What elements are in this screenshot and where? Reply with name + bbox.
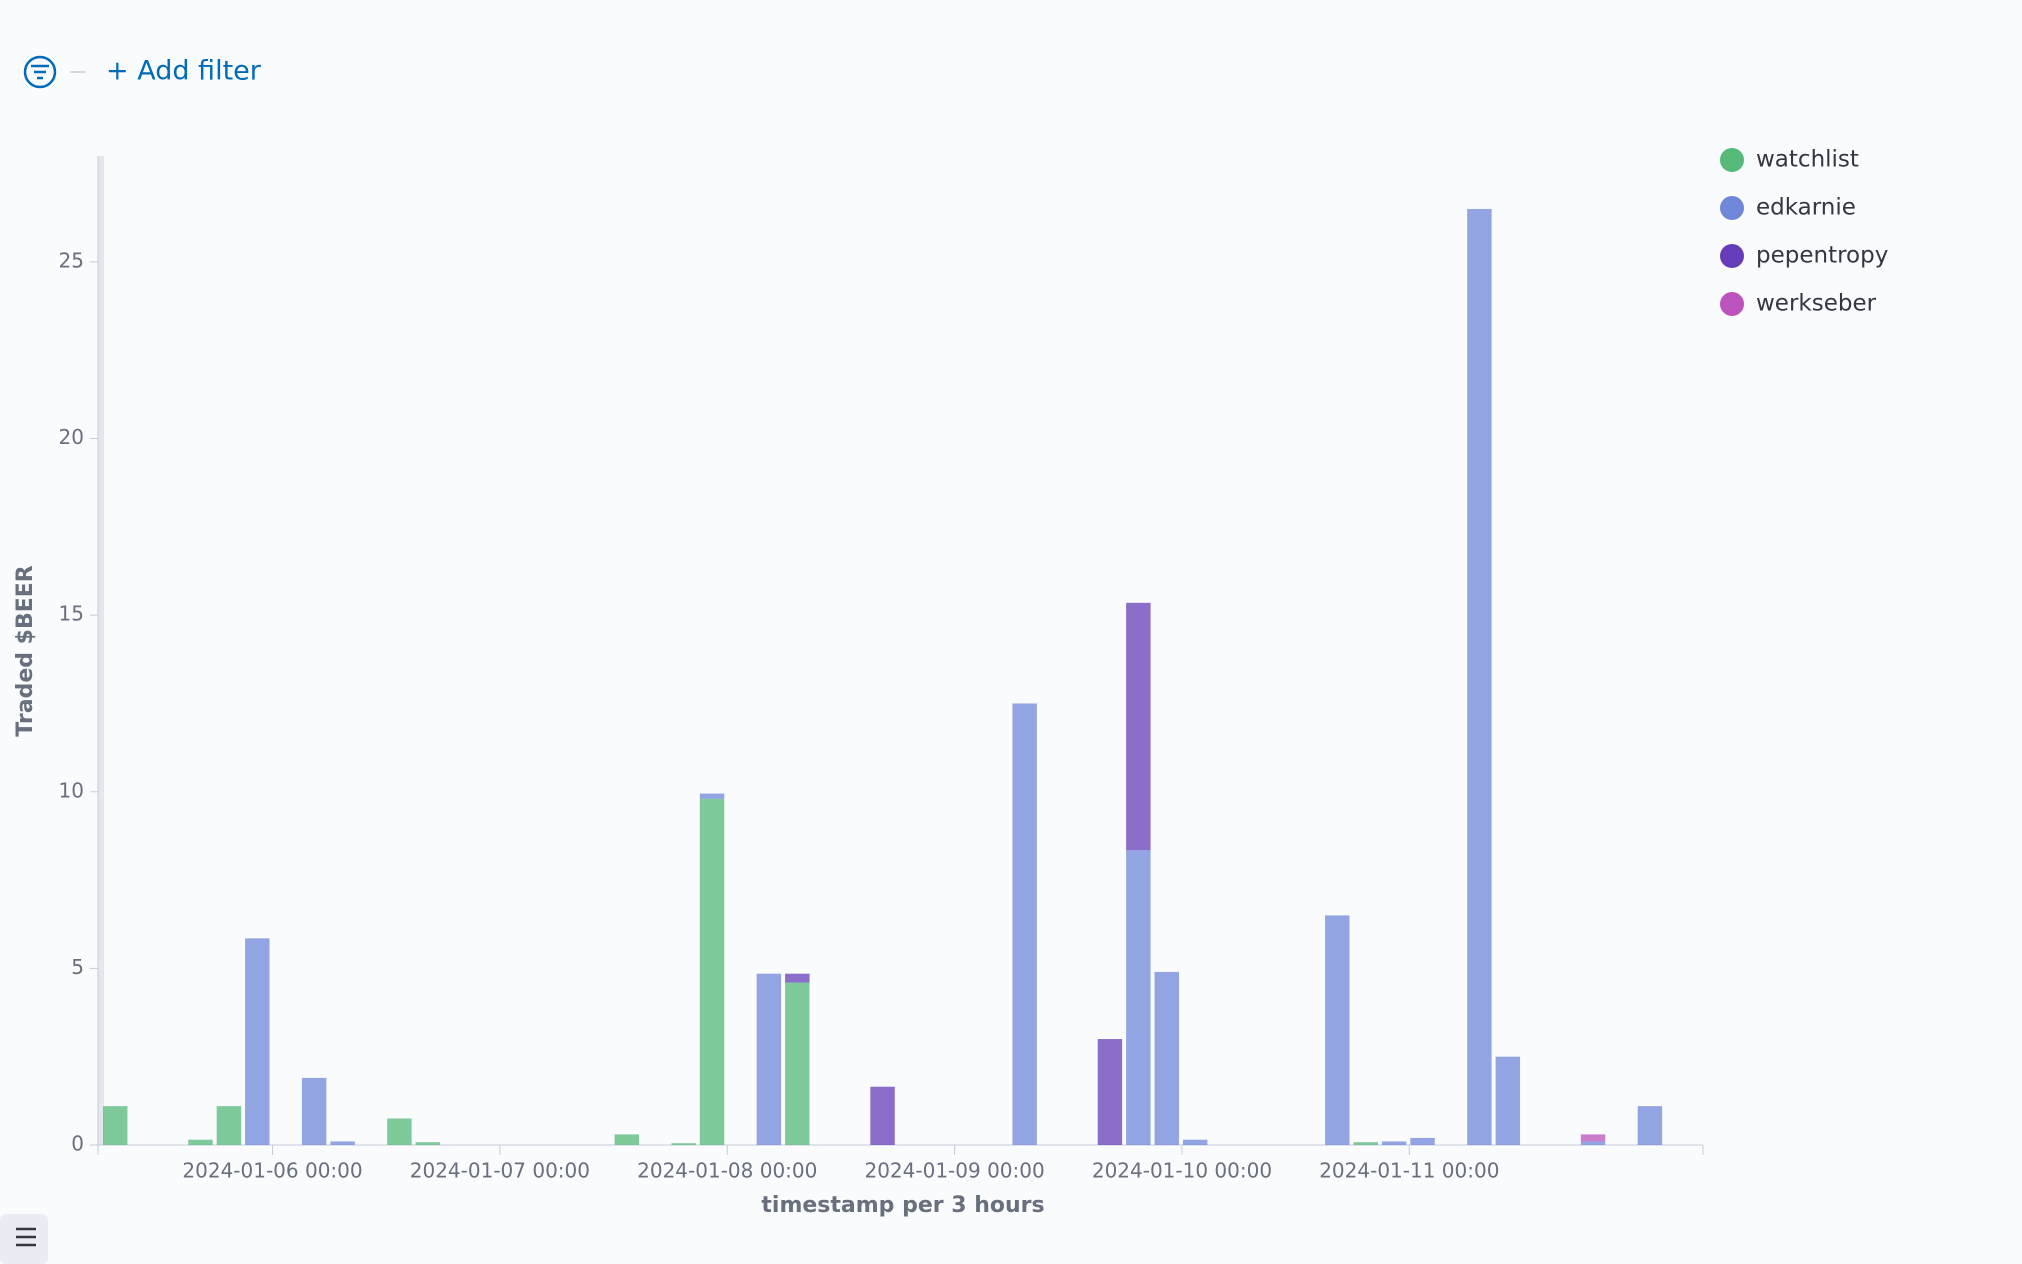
x-tick-label: 2024-01-09 00:00: [864, 1159, 1044, 1183]
bar-segment: [1381, 1141, 1407, 1145]
bar-segment: [699, 793, 725, 799]
bar-segment: [245, 938, 270, 1145]
y-tick-label: 5: [71, 955, 84, 979]
add-filter[interactable]: + Add filter: [106, 56, 262, 87]
bar-segment: [785, 982, 810, 1145]
bar-segment: [870, 1086, 895, 1145]
y-tick-label: 15: [59, 602, 84, 626]
x-tick-label: 2024-01-11 00:00: [1319, 1159, 1499, 1183]
x-tick-label: 2024-01-10 00:00: [1092, 1159, 1272, 1183]
bar-segment: [1097, 1039, 1123, 1145]
legend-toggle[interactable]: [0, 1214, 48, 1264]
bar-segment: [1467, 208, 1492, 1145]
bar-segment: [1637, 1106, 1663, 1145]
bar-segment: [103, 1106, 128, 1145]
legend-swatch: [1720, 244, 1744, 268]
bar-segment: [1410, 1137, 1435, 1145]
bar-segment: [1495, 1056, 1521, 1145]
y-tick-label: 10: [59, 778, 84, 802]
x-tick-label: 2024-01-08 00:00: [637, 1159, 817, 1183]
bar-segment: [699, 798, 725, 1145]
bar-segment: [1126, 602, 1151, 851]
legend-label: watchlist: [1756, 147, 1859, 173]
x-tick-label: 2024-01-07 00:00: [410, 1159, 590, 1183]
bar-segment: [785, 973, 810, 983]
legend-swatch: [1720, 292, 1744, 316]
filter-icon[interactable]: [23, 55, 57, 89]
bar-segment: [415, 1142, 441, 1145]
x-tick-label: 2024-01-06 00:00: [182, 1159, 362, 1183]
bar-segment: [756, 973, 782, 1145]
legend-label: werkseber: [1756, 291, 1877, 317]
y-tick-label: 25: [59, 248, 84, 272]
legend-label: pepentropy: [1756, 243, 1888, 269]
bar-segment: [1012, 703, 1037, 1145]
y-tick-label: 20: [59, 425, 84, 449]
bar-segment: [1154, 971, 1179, 1145]
bar-segment: [614, 1134, 640, 1145]
bar-segment: [1325, 915, 1350, 1145]
bar-segment: [188, 1139, 213, 1145]
bar-segment: [216, 1106, 242, 1145]
bar-segment: [301, 1077, 327, 1145]
bar-segment: [1580, 1134, 1606, 1142]
y-axis-band: [98, 156, 104, 1145]
y-tick-label: 0: [71, 1132, 84, 1156]
bar-segment: [1126, 850, 1151, 1145]
bar-segment: [671, 1143, 696, 1145]
bar-segment: [1182, 1139, 1208, 1145]
legend-label: edkarnie: [1756, 195, 1856, 221]
legend-swatch: [1720, 148, 1744, 172]
legend-swatch: [1720, 196, 1744, 220]
bar-segment: [387, 1118, 412, 1145]
y-axis-title: Traded $BEER: [13, 565, 38, 736]
bar-segment: [1580, 1141, 1606, 1145]
bar-segment: [1353, 1142, 1378, 1145]
x-axis-title: timestamp per 3 hours: [761, 1193, 1044, 1218]
bar-segment: [330, 1141, 355, 1145]
